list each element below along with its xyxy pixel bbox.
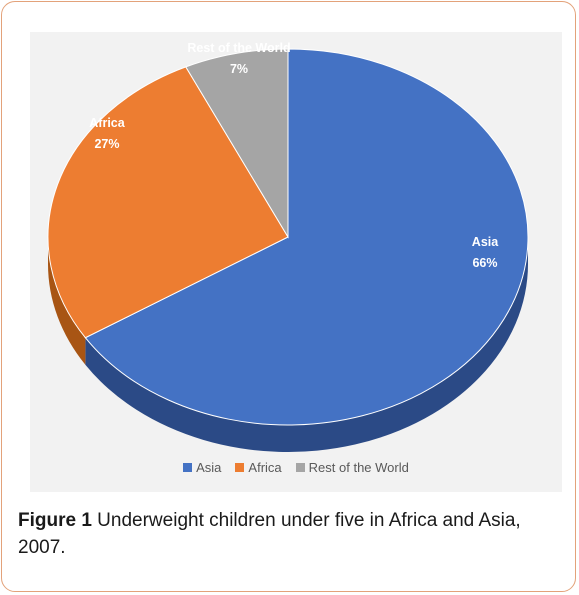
pie-slice-asia xyxy=(84,48,529,426)
caption-label: Figure 1 xyxy=(18,510,92,531)
legend-swatch-asia xyxy=(183,463,193,472)
caption-text: Underweight children under five in Afric… xyxy=(18,510,521,558)
pie-side-africa xyxy=(48,237,86,365)
legend-label-rest-of-world: Rest of the World xyxy=(308,460,409,475)
legend-swatch-africa xyxy=(235,463,245,472)
slice-value-rest-of-the-world: 7% xyxy=(230,62,248,76)
figure-caption: Figure 1 Underweight children under five… xyxy=(18,507,563,561)
slice-value-asia: 66% xyxy=(472,256,497,270)
pie-side-asia xyxy=(85,237,528,452)
chart-area: Asia 66% Africa 27% Rest of the World 7% Asia… xyxy=(30,32,562,492)
legend-label-africa: Africa xyxy=(248,460,282,475)
slice-label-rest-of-the-world: Rest of the World xyxy=(187,41,290,55)
chart-legend: Asia Africa Rest of the World xyxy=(30,460,562,475)
legend-swatch-rest-of-world xyxy=(295,463,305,472)
slice-label-africa: Africa xyxy=(89,116,125,130)
legend-label-asia: Asia xyxy=(196,460,222,475)
slice-label-asia: Asia xyxy=(472,235,499,249)
pie-slice-africa xyxy=(47,66,289,339)
pie-chart: Asia 66% Africa 27% Rest of the World 7% xyxy=(47,41,529,452)
pie-slice-rest-of-the-world xyxy=(185,48,289,239)
legend-item-africa: Africa xyxy=(235,460,282,475)
legend-item-rest-of-world: Rest of the World xyxy=(295,460,409,475)
legend-item-asia: Asia xyxy=(183,460,221,475)
slice-value-africa: 27% xyxy=(94,137,119,151)
